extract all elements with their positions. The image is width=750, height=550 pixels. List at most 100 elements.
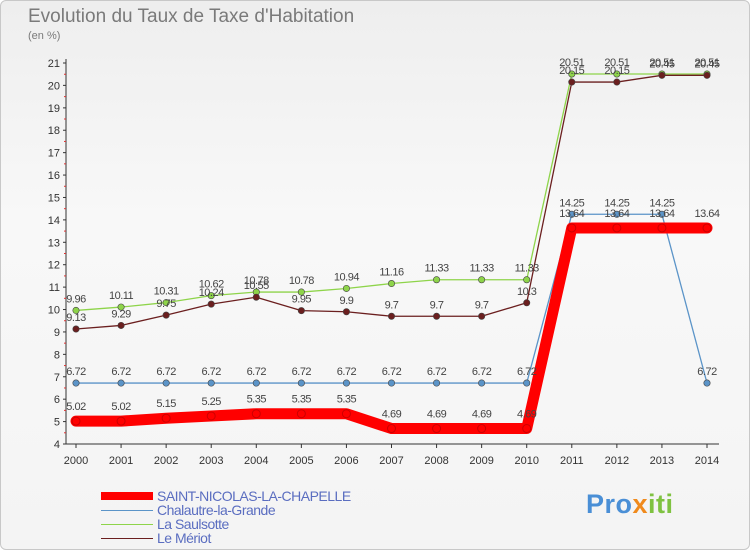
- legend-label-saulsotte: La Saulsotte: [157, 516, 229, 532]
- legend-label-chalautre: Chalautre-la-Grande: [157, 502, 276, 518]
- data-point-2: [433, 276, 441, 284]
- data-label-0: 5.35: [337, 394, 357, 406]
- x-tick-label: 2005: [289, 455, 313, 467]
- y-tick-label: 20: [48, 80, 60, 92]
- data-point-3: [433, 312, 441, 320]
- data-point-3: [387, 312, 395, 320]
- data-label-1: 14.25: [559, 197, 584, 209]
- data-point-1: [387, 379, 395, 387]
- legend-swatch-meriot: [101, 537, 153, 539]
- legend-item-saulsotte: La Saulsotte: [101, 516, 229, 532]
- x-tick-label: 2011: [560, 455, 584, 467]
- data-point-2: [72, 306, 80, 314]
- data-label-2: 20.51: [559, 57, 584, 69]
- y-tick-label: 17: [48, 148, 60, 160]
- y-tick-label: 10: [48, 305, 60, 317]
- data-point-0: [657, 223, 667, 233]
- data-point-1: [433, 379, 441, 387]
- x-tick-label: 2002: [154, 455, 178, 467]
- data-label-0: 13.64: [694, 208, 719, 220]
- data-label-1: 6.72: [202, 366, 222, 378]
- data-label-2: 10.62: [199, 279, 224, 291]
- data-label-1: 14.25: [649, 197, 674, 209]
- y-tick-label: 14: [48, 215, 60, 227]
- data-label-3: 20.15: [604, 65, 629, 77]
- data-label-0: 5.35: [247, 394, 267, 406]
- data-label-1: 6.72: [337, 366, 357, 378]
- data-label-2: 10.94: [334, 271, 359, 283]
- data-point-1: [207, 379, 215, 387]
- data-label-3: 9.7: [385, 299, 399, 311]
- data-point-0: [387, 424, 396, 434]
- data-point-3: [162, 311, 170, 319]
- data-label-1: 6.72: [66, 366, 86, 378]
- data-point-3: [568, 78, 576, 86]
- data-label-2: 20.51: [694, 57, 719, 69]
- data-point-0: [251, 409, 261, 419]
- data-point-0: [612, 223, 622, 233]
- data-point-3: [478, 312, 486, 320]
- data-label-0: 4.69: [382, 409, 402, 421]
- x-tick-label: 2012: [605, 455, 629, 467]
- data-point-3: [658, 71, 666, 79]
- data-point-0: [432, 424, 442, 434]
- data-label-2: 11.33: [470, 263, 495, 275]
- y-tick-label: 4: [54, 439, 60, 451]
- data-point-2: [523, 276, 531, 284]
- data-label-0: 5.02: [66, 401, 86, 413]
- legend-item-saint-nicolas: SAINT-NICOLAS-LA-CHAPELLE: [101, 488, 351, 504]
- data-point-3: [207, 300, 215, 308]
- chart-title: Evolution du Taux de Taxe d'Habitation: [28, 6, 355, 27]
- data-point-2: [387, 280, 395, 288]
- data-point-3: [342, 308, 350, 316]
- chart-subtitle: (en %): [28, 30, 61, 42]
- data-label-1: 6.72: [292, 366, 312, 378]
- data-point-1: [342, 379, 350, 387]
- y-tick-label: 9: [54, 327, 60, 339]
- data-label-2: 11.16: [379, 267, 404, 279]
- data-label-3: 10.55: [244, 280, 269, 292]
- x-tick-label: 2014: [695, 455, 719, 467]
- y-tick-label: 21: [48, 58, 60, 70]
- y-tick-label: 15: [48, 192, 60, 204]
- data-label-3: 20.45: [649, 58, 674, 70]
- data-label-3: 10.24: [199, 287, 224, 299]
- data-label-1: 6.72: [111, 366, 131, 378]
- data-label-2: 9.96: [66, 293, 86, 305]
- data-label-0: 5.15: [156, 398, 176, 410]
- data-label-2: 10.78: [289, 275, 314, 287]
- data-label-0: 4.69: [472, 409, 492, 421]
- y-tick-label: 19: [48, 103, 60, 115]
- data-point-2: [478, 276, 486, 284]
- data-point-2: [117, 303, 125, 311]
- data-label-3: 9.7: [430, 299, 444, 311]
- legend-swatch-saint-nicolas: [101, 492, 153, 500]
- x-tick-label: 2010: [514, 455, 538, 467]
- data-label-0: 13.64: [649, 208, 674, 220]
- y-tick-label: 6: [54, 394, 60, 406]
- data-point-0: [116, 416, 126, 426]
- y-tick-label: 7: [54, 372, 60, 384]
- data-label-3: 9.95: [292, 294, 312, 306]
- data-point-1: [297, 379, 305, 387]
- data-point-1: [568, 210, 576, 218]
- data-point-0: [702, 223, 712, 233]
- y-tick-label: 5: [54, 417, 60, 429]
- data-label-2: 10.11: [109, 290, 134, 302]
- legend-item-meriot: Le Mériot: [101, 530, 211, 546]
- data-label-0: 4.69: [427, 409, 447, 421]
- data-label-0: 5.02: [111, 401, 131, 413]
- data-label-3: 9.7: [475, 299, 489, 311]
- data-point-1: [523, 379, 531, 387]
- y-tick-label: 12: [48, 260, 60, 272]
- data-point-2: [297, 288, 305, 296]
- data-point-0: [206, 411, 216, 421]
- data-point-3: [297, 307, 305, 315]
- data-label-2: 11.33: [515, 263, 540, 275]
- data-label-3: 9.9: [340, 295, 354, 307]
- data-point-0: [477, 424, 487, 434]
- data-point-1: [703, 379, 711, 387]
- data-label-1: 14.25: [604, 197, 629, 209]
- data-point-2: [613, 70, 621, 78]
